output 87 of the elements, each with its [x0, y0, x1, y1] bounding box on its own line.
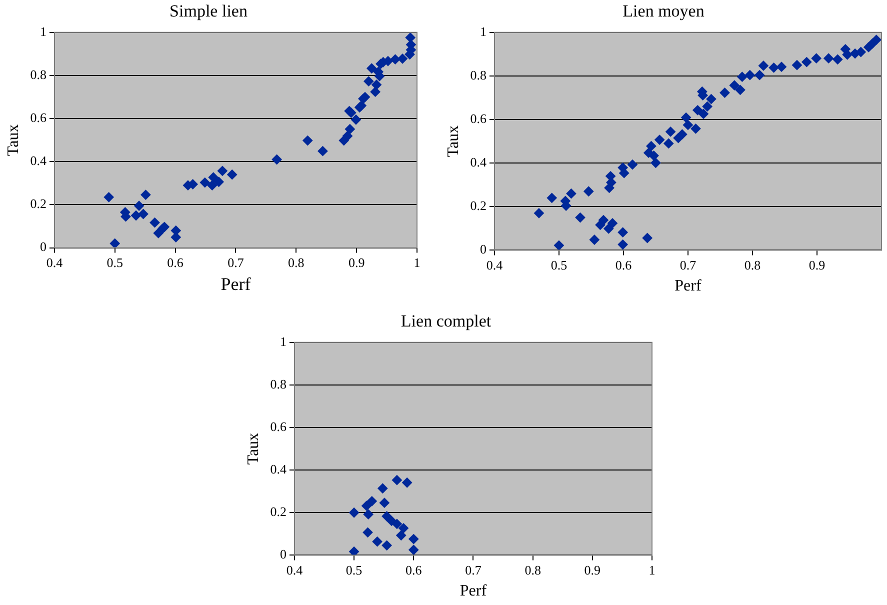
x-tick-label: 0.8: [524, 562, 541, 578]
point: [134, 200, 144, 211]
x-tick-label: 0.9: [348, 255, 365, 270]
point: [138, 208, 148, 219]
x-tick-label: 0.6: [167, 255, 184, 270]
y-tick-label: 0: [280, 546, 286, 562]
x-tick-label: 0.8: [744, 257, 761, 272]
x-tick-label: 0.9: [584, 562, 601, 578]
y-tick-label: 0.6: [270, 418, 287, 434]
point: [227, 170, 238, 180]
point: [382, 511, 392, 522]
x-tick-label: 0.5: [106, 255, 123, 270]
point: [208, 172, 218, 182]
point: [362, 500, 372, 511]
x-tick-label: 0.6: [615, 257, 632, 272]
point: [207, 180, 218, 190]
point: [402, 478, 412, 488]
y-tick-label: 0.2: [30, 196, 46, 212]
point: [366, 63, 377, 74]
point: [396, 530, 406, 540]
point: [342, 131, 353, 142]
chart-title: Lien moyen: [622, 2, 705, 21]
point: [150, 218, 160, 228]
point: [170, 232, 181, 242]
point: [392, 475, 402, 486]
chart-title: Simple lien: [170, 2, 248, 21]
point: [349, 546, 360, 556]
y-tick-label: 0.6: [30, 110, 47, 125]
point: [364, 76, 374, 86]
point: [363, 509, 374, 520]
point: [302, 136, 313, 146]
x-tick-label: 0.9: [808, 257, 826, 272]
point: [272, 154, 282, 164]
x-tick-label: 0.6: [406, 562, 422, 578]
point: [392, 518, 402, 529]
point: [366, 496, 377, 506]
point: [382, 540, 392, 550]
x-tick-label: 0.5: [550, 257, 568, 272]
x-tick-label: 1: [648, 562, 656, 578]
y-tick-label: 0.8: [270, 376, 286, 392]
x-axis-title: Perf: [674, 278, 702, 295]
point: [350, 114, 361, 125]
y-tick-label: 0.4: [270, 462, 287, 476]
point: [379, 498, 390, 508]
y-axis-title: Taux: [244, 432, 262, 465]
point: [104, 192, 114, 202]
y-tick-label: 0.4: [470, 154, 487, 170]
y-tick-label: 1: [40, 24, 46, 39]
point: [217, 166, 228, 176]
y-tick-label: 0.8: [470, 67, 486, 82]
point: [408, 544, 419, 555]
point: [408, 534, 419, 544]
point: [378, 483, 388, 494]
y-tick-label: 0.2: [470, 198, 486, 214]
y-tick-label: 1: [280, 334, 286, 349]
point: [372, 536, 382, 547]
point: [349, 508, 360, 518]
y-axis-title: Taux: [4, 124, 22, 156]
point: [140, 190, 151, 200]
y-tick-label: 0: [480, 242, 486, 257]
y-tick-label: 0.2: [270, 504, 286, 520]
point: [200, 178, 210, 188]
y-tick-label: 0: [40, 239, 46, 254]
x-axis-title: Perf: [460, 582, 488, 600]
point: [362, 527, 373, 538]
point: [318, 146, 328, 156]
y-tick-label: 0.6: [470, 110, 487, 126]
y-tick-label: 1: [480, 24, 486, 39]
y-tick-label: 0.8: [30, 66, 46, 82]
x-tick-label: 1: [414, 255, 420, 270]
point: [390, 54, 400, 64]
x-tick-label: 0.7: [228, 255, 244, 270]
point: [370, 86, 380, 97]
point: [344, 124, 355, 134]
point: [372, 80, 382, 90]
point: [110, 238, 120, 248]
x-tick-label: 0.5: [346, 562, 362, 578]
chart-title: Lien complet: [400, 312, 492, 331]
point: [131, 210, 142, 220]
x-tick-label: 0.7: [680, 257, 697, 272]
point: [214, 176, 224, 187]
point: [398, 523, 409, 534]
x-axis-title: Perf: [220, 274, 251, 294]
y-tick-label: 0.4: [30, 153, 47, 168]
x-tick-label: 0.7: [465, 562, 482, 578]
point: [398, 54, 408, 64]
y-axis-title: Taux: [444, 125, 462, 158]
